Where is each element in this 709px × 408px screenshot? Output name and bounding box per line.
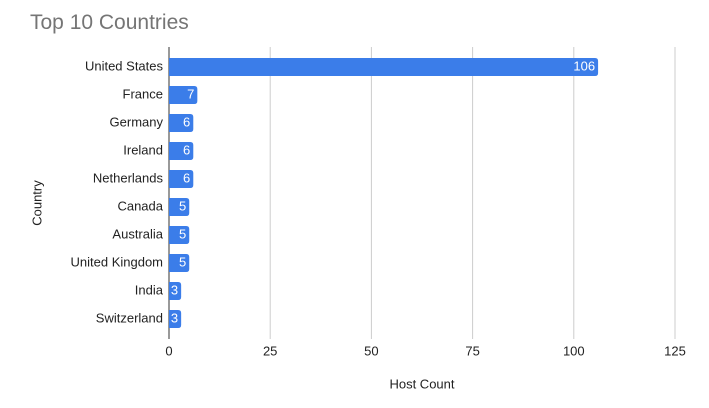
- y-tick-label: Ireland: [123, 142, 163, 157]
- y-axis-title: Country: [29, 180, 44, 226]
- bar: [169, 226, 190, 244]
- y-tick-label: France: [123, 86, 163, 101]
- y-tick-label: India: [135, 282, 164, 297]
- x-tick-label: 100: [563, 343, 585, 358]
- y-tick-label: United States: [85, 58, 164, 73]
- y-tick-label: United Kingdom: [71, 254, 164, 269]
- x-tick-label: 0: [165, 343, 172, 358]
- bar: [169, 114, 194, 132]
- bar: [169, 142, 194, 160]
- value-label: 5: [179, 226, 186, 241]
- bar: [169, 282, 182, 300]
- bar: [169, 254, 190, 272]
- value-label: 5: [179, 198, 186, 213]
- value-label: 6: [183, 170, 190, 185]
- value-label: 5: [179, 254, 186, 269]
- x-axis-title: Host Count: [389, 376, 454, 391]
- bar: [169, 198, 190, 216]
- y-tick-label: Canada: [117, 198, 163, 213]
- y-tick-label: Switzerland: [96, 310, 163, 325]
- bar: [169, 86, 198, 104]
- x-tick-label: 75: [465, 343, 479, 358]
- value-label: 6: [183, 142, 190, 157]
- y-tick-label: Australia: [112, 226, 163, 241]
- bar: [169, 170, 194, 188]
- y-tick-label: Netherlands: [93, 170, 164, 185]
- value-label: 106: [573, 58, 595, 73]
- value-label: 3: [171, 282, 178, 297]
- bar: [169, 310, 182, 328]
- x-tick-label: 50: [364, 343, 378, 358]
- y-tick-label: Germany: [110, 114, 164, 129]
- value-label: 7: [187, 86, 194, 101]
- x-tick-label: 25: [263, 343, 277, 358]
- value-label: 6: [183, 114, 190, 129]
- bar: [169, 58, 599, 76]
- value-label: 3: [171, 310, 178, 325]
- chart-title: Top 10 Countries: [30, 11, 189, 34]
- x-tick-label: 125: [664, 343, 686, 358]
